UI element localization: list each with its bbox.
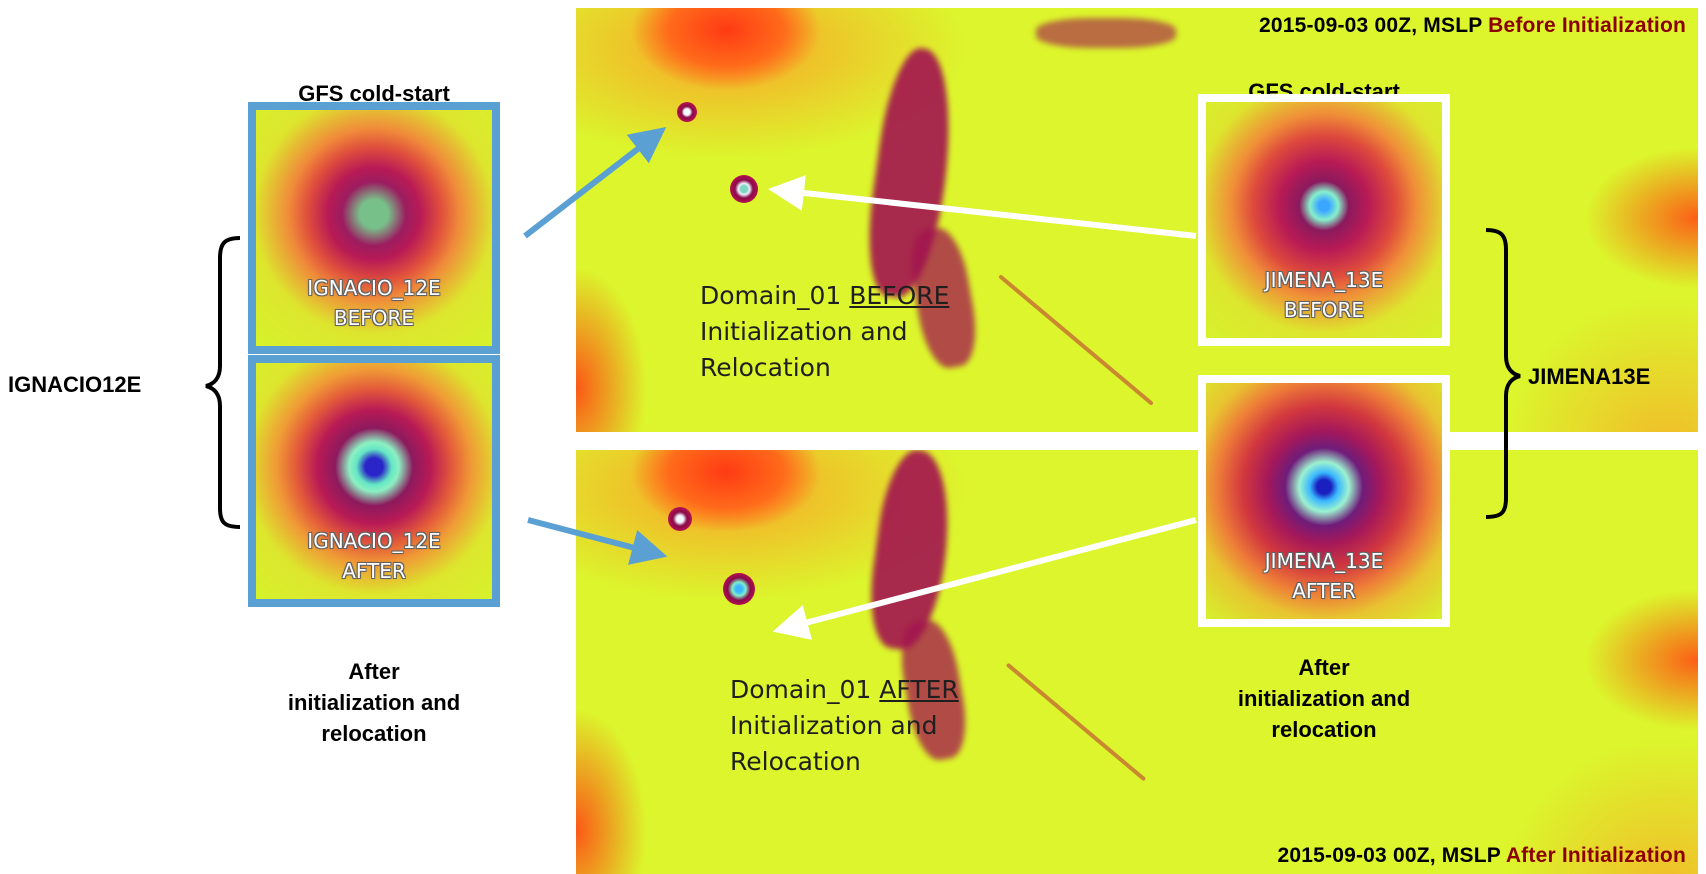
domain-name: Domain_01 — [700, 281, 850, 310]
domain-after-label: Domain_01 AFTER Initialization and Reloc… — [730, 672, 959, 780]
caption-line: initialization and — [287, 690, 461, 715]
ignacio-after-caption: After initialization and relocation — [234, 656, 514, 749]
map-title-before: 2015-09-03 00Z, MSLP Before Initializati… — [1259, 14, 1686, 38]
inset-storm-name: IGNACIO_12E — [307, 529, 441, 553]
ignacio-after-arrow — [527, 517, 668, 565]
jimena-before-inset: JIMENA_13E BEFORE — [1198, 94, 1450, 346]
caption-line: relocation — [1271, 717, 1377, 742]
inset-state: BEFORE — [1283, 298, 1365, 322]
land-mass — [1036, 18, 1176, 48]
jimena-vortex-marker — [730, 175, 758, 203]
jimena-after-caption: After initialization and relocation — [1184, 652, 1464, 745]
ignacio-after-inset: IGNACIO_12E AFTER — [248, 355, 500, 607]
map-title-date: 2015-09-03 00Z, MSLP — [1277, 844, 1506, 867]
domain-line2: Initialization and — [700, 317, 908, 346]
map-title-after: 2015-09-03 00Z, MSLP After Initializatio… — [1277, 844, 1686, 868]
ignacio-storm-label: IGNACIO12E — [8, 372, 142, 397]
inset-storm-name: JIMENA_13E — [1264, 268, 1384, 292]
domain-line2: Initialization and — [730, 711, 938, 740]
inset-state: AFTER — [1292, 579, 1356, 603]
inset-storm-name: IGNACIO_12E — [307, 276, 441, 300]
inset-state: BEFORE — [333, 306, 415, 330]
ignacio-inset-header: GFS cold-start — [298, 81, 450, 106]
jimena-before-arrow — [768, 175, 1197, 239]
map-title-state: After Initialization — [1505, 844, 1686, 867]
map-title-state: Before Initialization — [1488, 14, 1686, 37]
inset-state: AFTER — [342, 559, 406, 583]
ignacio-vortex-marker — [668, 507, 692, 531]
map-panel-before: 2015-09-03 00Z, MSLP Before Initializati… — [576, 8, 1698, 432]
inset-storm-name: JIMENA_13E — [1264, 549, 1384, 573]
ignacio-bracket — [205, 236, 241, 529]
map-title-date: 2015-09-03 00Z, MSLP — [1259, 14, 1489, 37]
ignacio-vortex-marker — [677, 102, 697, 122]
caption-line: initialization and — [1237, 686, 1411, 711]
domain-line3: Relocation — [700, 353, 831, 382]
domain-line3: Relocation — [730, 747, 861, 776]
ignacio-before-arrow — [523, 127, 667, 239]
map-panel-after: Domain_01 AFTER Initialization and Reloc… — [576, 450, 1698, 874]
domain-before-label: Domain_01 BEFORE Initialization and Relo… — [700, 278, 949, 386]
domain-state: AFTER — [879, 675, 959, 704]
caption-line: After — [1298, 655, 1350, 680]
jimena-after-inset: JIMENA_13E AFTER — [1198, 375, 1450, 627]
jimena-after-arrow — [772, 517, 1197, 640]
caption-line: After — [348, 659, 400, 684]
domain-name: Domain_01 — [730, 675, 880, 704]
ignacio-before-inset: IGNACIO_12E BEFORE — [248, 102, 500, 354]
caption-line: relocation — [321, 721, 427, 746]
jimena-bracket — [1485, 228, 1521, 519]
jimena-storm-label: JIMENA13E — [1528, 364, 1651, 389]
domain-state: BEFORE — [849, 281, 950, 310]
jimena-vortex-marker — [723, 573, 755, 605]
